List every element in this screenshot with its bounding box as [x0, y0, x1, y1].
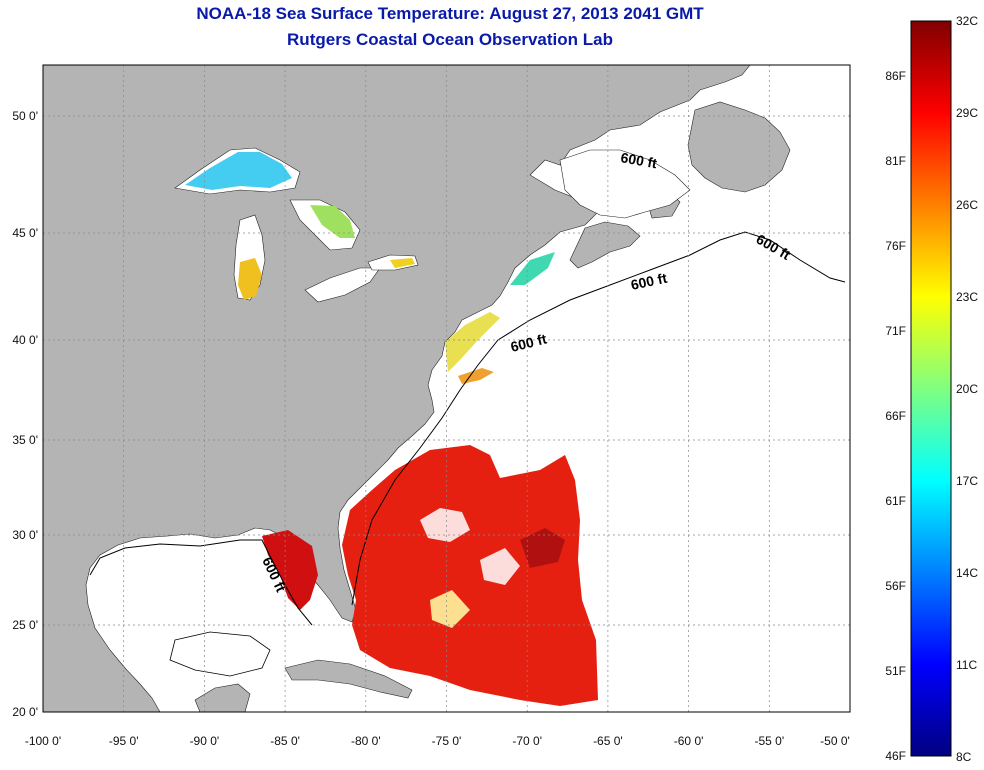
- lat-tick: 35 0': [12, 433, 38, 447]
- colorbar-label-c: 23C: [956, 290, 978, 304]
- lon-tick: -80 0': [351, 734, 381, 748]
- lake-erie: [304, 267, 381, 303]
- lon-tick: -95 0': [109, 734, 139, 748]
- lon-tick: -75 0': [432, 734, 462, 748]
- map-frame: [42, 64, 851, 713]
- colorbar-label-c: 8C: [956, 750, 972, 764]
- lon-tick: -85 0': [270, 734, 300, 748]
- colorbar-celsius-labels: 32C 29C 26C 23C 20C 17C 14C 11C 8C: [956, 14, 978, 764]
- land-north-america: [43, 65, 751, 712]
- sst-dark-red: [520, 528, 565, 568]
- land-yucatan: [194, 683, 251, 712]
- colorbar-label-f: 76F: [885, 239, 906, 253]
- lat-tick: 25 0': [12, 618, 38, 632]
- colorbar-label-c: 32C: [956, 14, 978, 28]
- colorbar-label-f: 66F: [885, 409, 906, 423]
- lat-tick: 50 0': [12, 109, 38, 123]
- sst-mid-atlantic: [445, 312, 500, 372]
- lon-tick: -55 0': [754, 734, 784, 748]
- gulf-st-lawrence: [559, 149, 691, 219]
- colorbar-label-f: 81F: [885, 154, 906, 168]
- isobath-label: 600 ft: [629, 270, 668, 293]
- lat-tick: 40 0': [12, 333, 38, 347]
- lon-tick-labels: -100 0' -95 0' -90 0' -85 0' -80 0' -75 …: [25, 734, 850, 748]
- sst-lake-superior: [185, 152, 292, 190]
- colorbar-label-f: 51F: [885, 664, 906, 678]
- isobath-gulf: [89, 539, 313, 626]
- colorbar-label-c: 14C: [956, 566, 978, 580]
- colorbar: [910, 20, 952, 757]
- colorbar-label-f: 86F: [885, 69, 906, 83]
- lon-tick: -50 0': [820, 734, 850, 748]
- colorbar-label-c: 20C: [956, 382, 978, 396]
- colorbar-fahrenheit-labels: 86F 81F 76F 71F 66F 61F 56F 51F 46F: [885, 69, 906, 763]
- isobath-atlantic: [351, 231, 846, 606]
- isobath-gulf-inner: [169, 631, 271, 677]
- land-nova-scotia: [569, 221, 641, 269]
- sst-new-england: [510, 252, 555, 285]
- lon-tick: -90 0': [190, 734, 220, 748]
- colorbar-label-c: 11C: [956, 658, 977, 672]
- colorbar-label-f: 46F: [885, 749, 906, 763]
- lat-tick: 20 0': [12, 705, 38, 719]
- colorbar-label-c: 17C: [956, 474, 978, 488]
- lat-tick-labels: 20 0' 25 0' 30 0' 35 0' 40 0' 45 0' 50 0…: [12, 109, 38, 719]
- map-subtitle: Rutgers Coastal Ocean Observation Lab: [287, 30, 613, 49]
- isobath-label: 600 ft: [619, 149, 658, 171]
- sst-white-gaps-1: [420, 508, 470, 542]
- colorbar-label-f: 71F: [885, 324, 906, 338]
- sst-lake-erie: [390, 258, 415, 268]
- lon-tick: -70 0': [512, 734, 542, 748]
- colorbar-label-c: 29C: [956, 106, 978, 120]
- sst-gulf-florida: [262, 530, 318, 610]
- lat-tick: 45 0': [12, 226, 38, 240]
- colorbar-label-c: 26C: [956, 198, 978, 212]
- lon-tick: -100 0': [25, 734, 61, 748]
- land-cuba: [284, 659, 413, 699]
- land-newfoundland: [687, 101, 791, 193]
- lon-tick: -60 0': [674, 734, 704, 748]
- colorbar-label-f: 56F: [885, 579, 906, 593]
- map-title: NOAA-18 Sea Surface Temperature: August …: [196, 4, 704, 23]
- sst-southeast-warm: [342, 445, 598, 706]
- sst-white-gaps-2: [480, 548, 520, 585]
- sst-lake-huron: [310, 205, 355, 238]
- colorbar-label-f: 61F: [885, 494, 906, 508]
- lon-tick: -65 0': [593, 734, 623, 748]
- sst-white-gaps-3: [430, 590, 470, 628]
- sst-lake-michigan: [238, 258, 262, 300]
- lat-tick: 30 0': [12, 528, 38, 542]
